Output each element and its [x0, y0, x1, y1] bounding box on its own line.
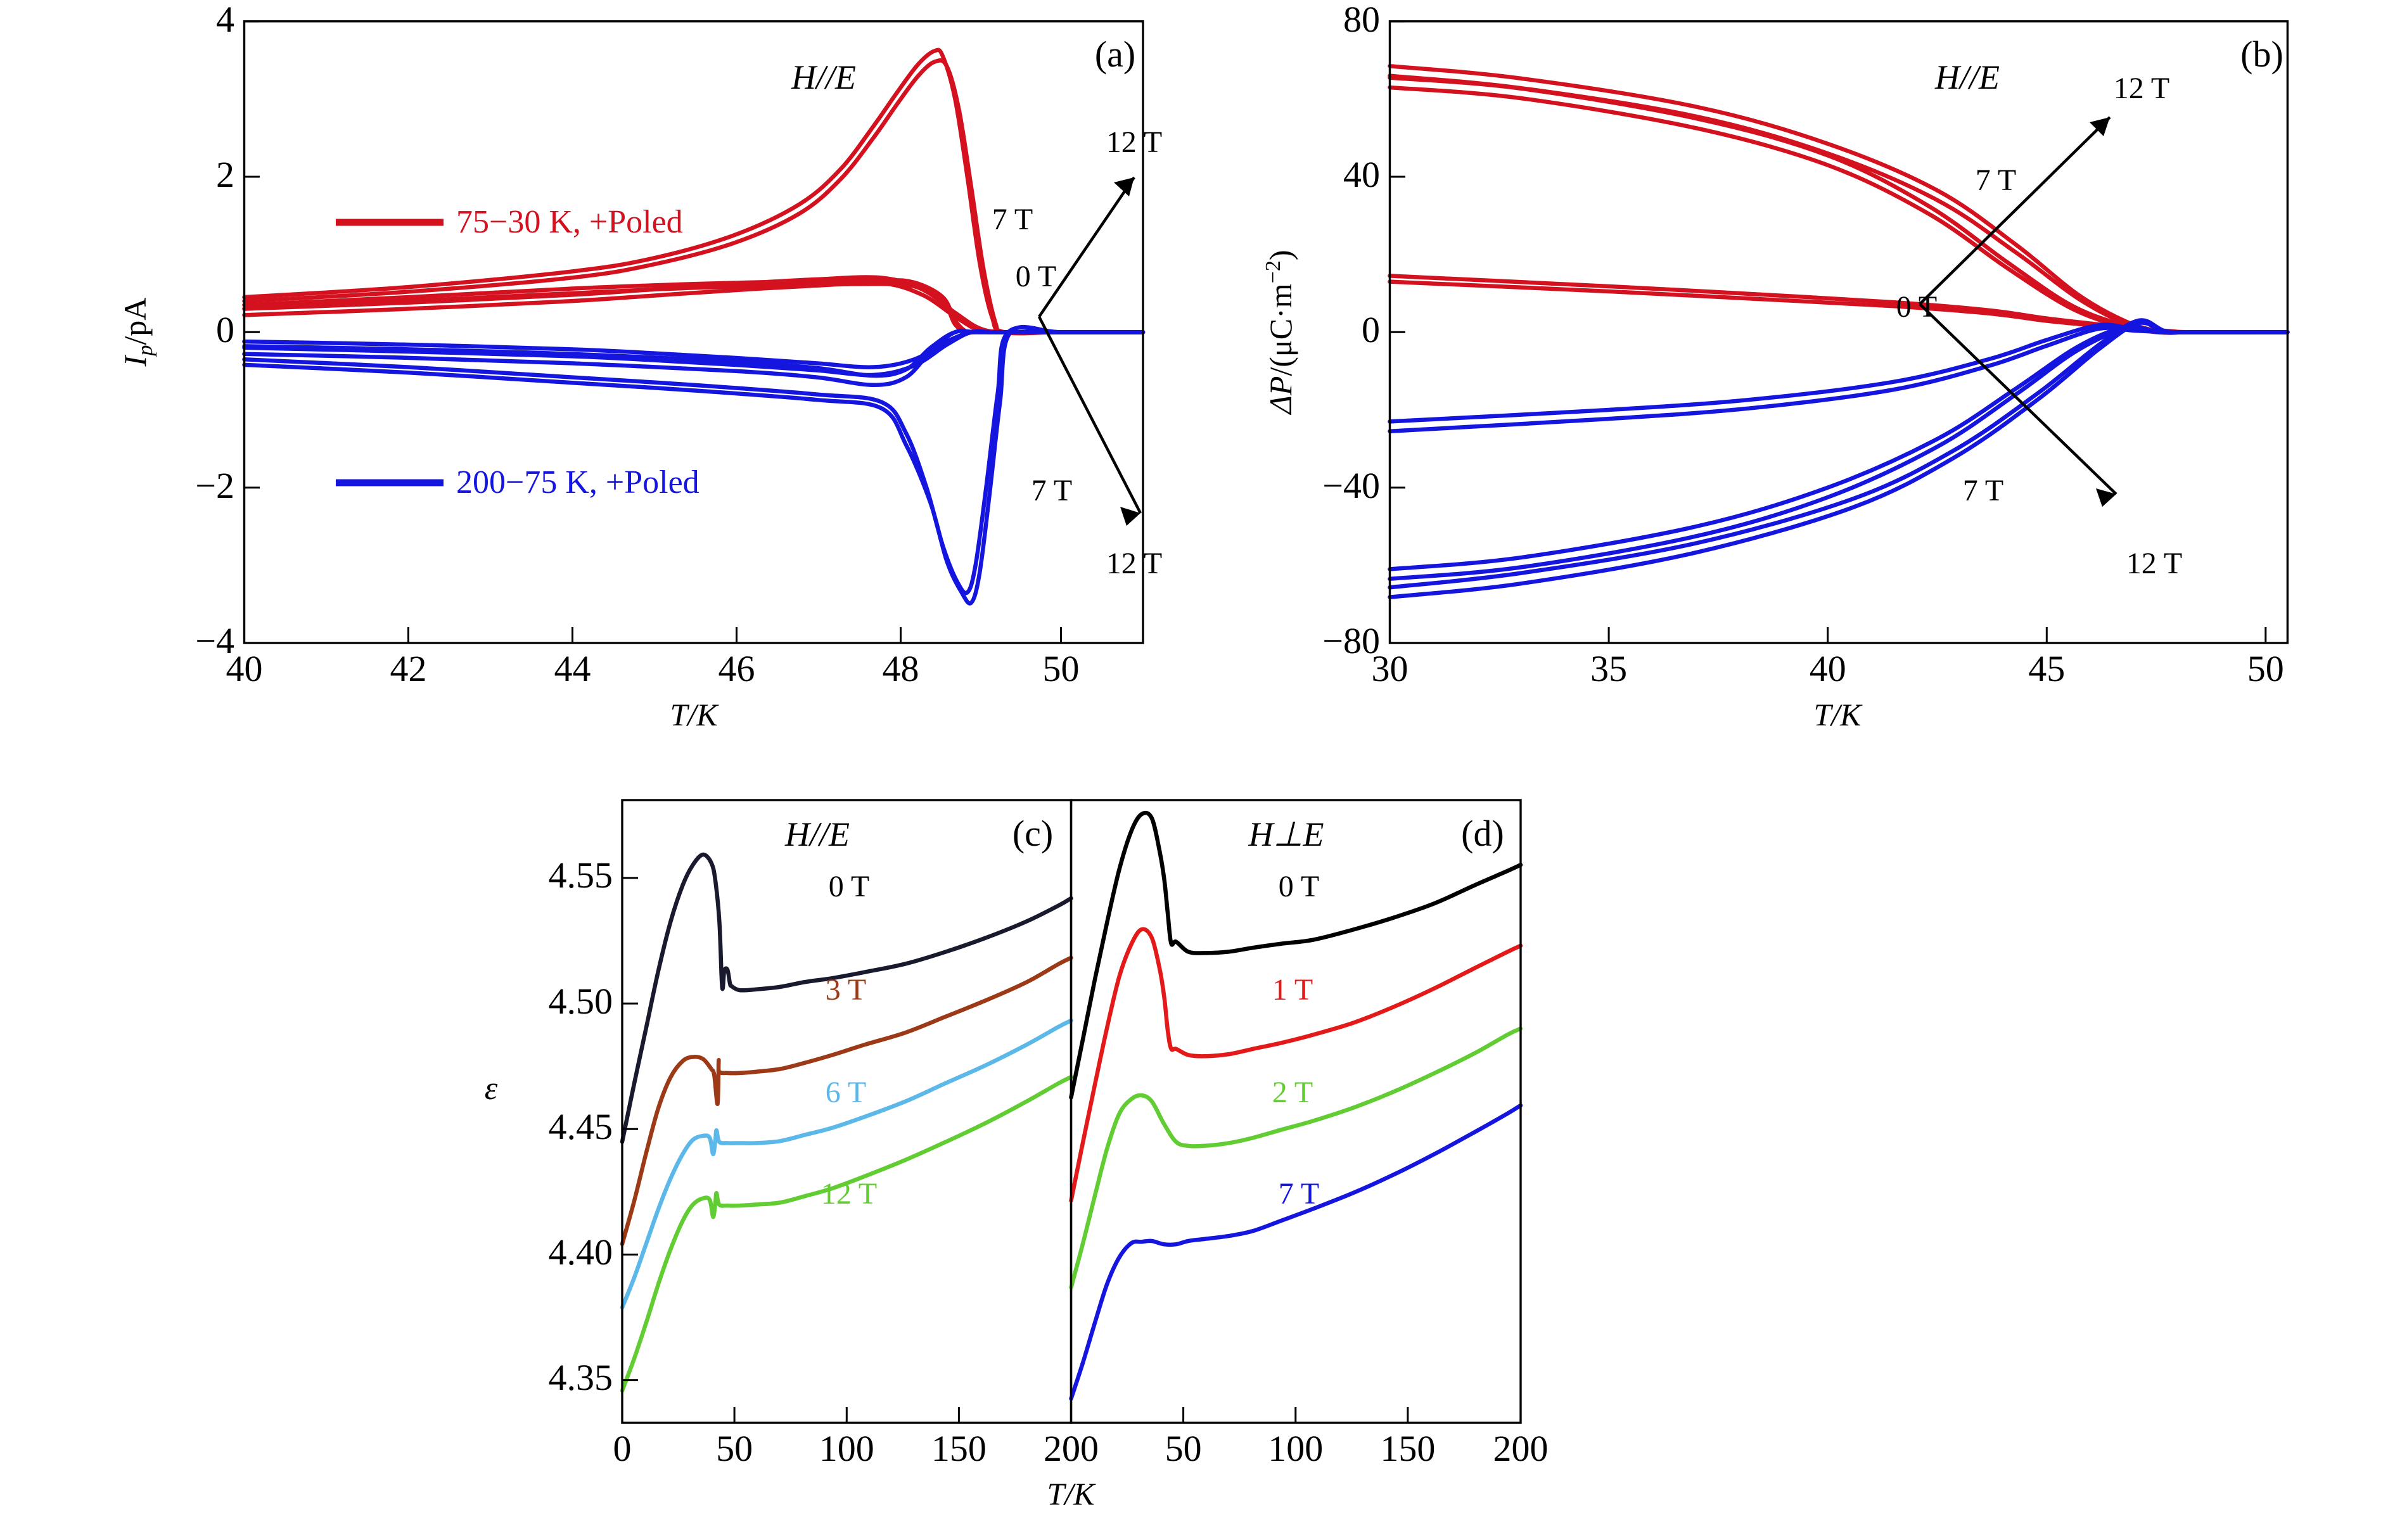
svg-text:40: 40: [1810, 648, 1846, 689]
svg-text:H⊥E: H⊥E: [1248, 815, 1324, 853]
svg-text:0: 0: [1362, 309, 1380, 350]
svg-text:−40: −40: [1322, 465, 1380, 506]
svg-text:12 T: 12 T: [2126, 547, 2182, 580]
svg-text:50: 50: [716, 1428, 753, 1469]
svg-text:H//E: H//E: [1934, 58, 2000, 96]
svg-text:100: 100: [819, 1428, 874, 1469]
svg-text:12 T: 12 T: [1106, 547, 1162, 580]
svg-text:(d): (d): [1461, 813, 1504, 854]
svg-text:40: 40: [226, 648, 263, 689]
svg-text:50: 50: [1043, 648, 1080, 689]
svg-text:T/K: T/K: [1047, 1476, 1096, 1511]
svg-text:75−30 K, +Poled: 75−30 K, +Poled: [456, 204, 683, 240]
svg-text:2 T: 2 T: [1272, 1076, 1313, 1109]
svg-text:12 T: 12 T: [2114, 72, 2169, 105]
svg-text:1 T: 1 T: [1272, 973, 1313, 1007]
svg-text:4.40: 4.40: [549, 1231, 613, 1273]
svg-text:100: 100: [1268, 1428, 1323, 1469]
svg-text:7 T: 7 T: [992, 203, 1033, 236]
svg-text:35: 35: [1590, 648, 1627, 689]
svg-text:200−75 K, +Poled: 200−75 K, +Poled: [456, 464, 699, 500]
svg-text:Ip/pA: Ip/pA: [117, 298, 157, 367]
svg-text:0 T: 0 T: [1896, 290, 1937, 324]
svg-text:7 T: 7 T: [1976, 163, 2016, 197]
svg-text:(a): (a): [1095, 34, 1135, 75]
svg-text:12 T: 12 T: [1106, 125, 1162, 159]
svg-text:42: 42: [390, 648, 427, 689]
svg-text:0: 0: [613, 1428, 632, 1469]
svg-text:ε: ε: [485, 1071, 498, 1107]
svg-text:80: 80: [1343, 0, 1380, 40]
svg-text:0: 0: [1062, 1428, 1080, 1469]
svg-text:45: 45: [2028, 648, 2065, 689]
svg-text:0 T: 0 T: [1279, 870, 1319, 903]
svg-text:3 T: 3 T: [826, 973, 866, 1007]
svg-text:4.35: 4.35: [549, 1357, 613, 1398]
svg-text:44: 44: [554, 648, 591, 689]
svg-text:4.55: 4.55: [549, 855, 613, 896]
svg-text:50: 50: [2247, 648, 2284, 689]
svg-text:6 T: 6 T: [826, 1076, 866, 1109]
svg-text:40: 40: [1343, 154, 1380, 195]
svg-text:7 T: 7 T: [1279, 1177, 1319, 1211]
svg-text:48: 48: [883, 648, 919, 689]
svg-text:(b): (b): [2240, 34, 2283, 75]
svg-text:200: 200: [1493, 1428, 1549, 1469]
svg-text:7 T: 7 T: [1031, 474, 1072, 507]
svg-text:H//E: H//E: [791, 58, 856, 96]
svg-text:50: 50: [1165, 1428, 1202, 1469]
svg-text:12 T: 12 T: [821, 1177, 877, 1211]
svg-text:150: 150: [931, 1428, 987, 1469]
svg-text:T/K: T/K: [1813, 697, 1863, 732]
svg-text:0: 0: [216, 309, 234, 350]
svg-text:H//E: H//E: [784, 815, 850, 853]
svg-text:4.45: 4.45: [549, 1106, 613, 1147]
svg-text:ΔP/(μC·m−2): ΔP/(μC·m−2): [1261, 250, 1298, 416]
svg-text:T/K: T/K: [670, 697, 719, 732]
svg-text:0 T: 0 T: [1016, 260, 1056, 293]
svg-text:46: 46: [718, 648, 755, 689]
svg-text:7 T: 7 T: [1963, 474, 2003, 507]
svg-text:0 T: 0 T: [829, 870, 869, 903]
svg-text:4.50: 4.50: [549, 981, 613, 1022]
svg-text:−2: −2: [195, 465, 234, 506]
svg-text:(c): (c): [1012, 813, 1053, 854]
svg-text:2: 2: [216, 154, 234, 195]
svg-text:4: 4: [216, 0, 234, 40]
svg-text:150: 150: [1380, 1428, 1435, 1469]
svg-text:30: 30: [1372, 648, 1408, 689]
